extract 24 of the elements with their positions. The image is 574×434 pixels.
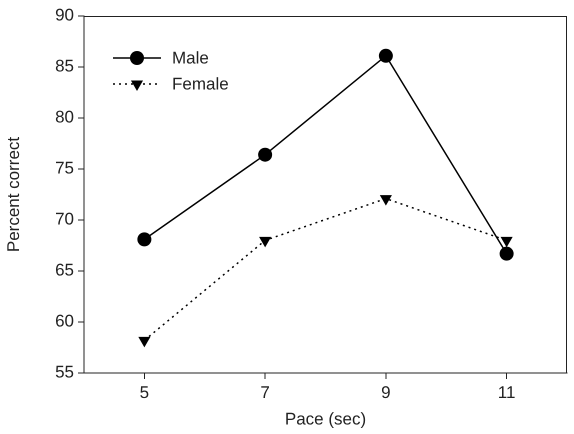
- y-tick-label: 85: [55, 56, 74, 76]
- y-tick-label: 70: [55, 210, 74, 229]
- y-axis-title: Percent correct: [4, 136, 23, 252]
- x-tick-label: 9: [381, 382, 391, 402]
- point: [378, 48, 393, 63]
- point: [258, 148, 272, 162]
- x-axis-title: Pace (sec): [284, 409, 366, 428]
- y-tick-label: 90: [55, 6, 74, 25]
- y-tick-label: 55: [55, 362, 74, 382]
- point: [259, 236, 272, 248]
- point: [138, 336, 150, 348]
- point: [380, 195, 392, 206]
- legend-label: Male: [172, 48, 209, 68]
- point: [500, 246, 514, 261]
- x-tick-label: 7: [260, 382, 270, 402]
- y-tick-label: 75: [55, 158, 74, 178]
- point: [500, 236, 513, 248]
- y-tick-label: 60: [55, 312, 74, 331]
- point: [137, 232, 152, 246]
- x-tick-label: 5: [140, 382, 150, 402]
- y-tick-label: 65: [55, 260, 74, 280]
- y-tick-label: 80: [55, 108, 74, 127]
- x-tick-label: 11: [498, 382, 516, 402]
- legend-label: Female: [172, 74, 229, 94]
